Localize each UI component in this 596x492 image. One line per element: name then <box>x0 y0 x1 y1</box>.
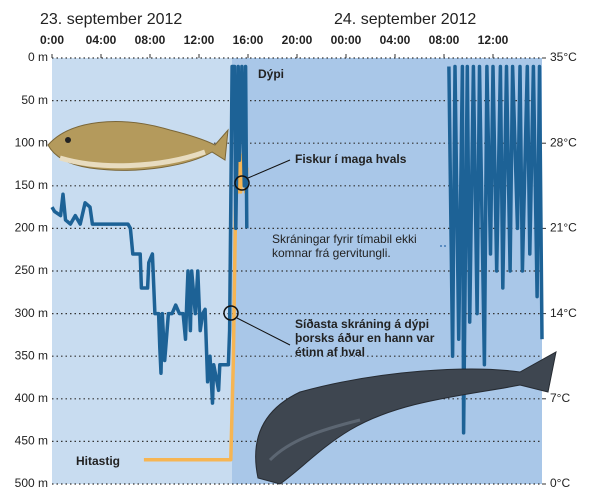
series-label: Hitastig <box>76 454 120 468</box>
x-tick-label: 20:00 <box>282 33 313 47</box>
y2-tick-label: 28°C <box>550 135 577 149</box>
y-tick-label: 50 m <box>21 93 48 107</box>
page: 0 m 50 m 100 m 150 m 200 m 250 m 300 m 350 m 400… <box>0 0 596 492</box>
x-tick-label: 08:00 <box>429 33 460 47</box>
y-tick-label: 450 m <box>15 434 48 448</box>
annotation: Skráningar fyrir tímabil ekki <box>272 232 417 246</box>
annotation: étinn af hval <box>295 345 365 359</box>
y-tick-label: 150 m <box>15 178 48 192</box>
x-tick-label: 12:00 <box>184 33 215 47</box>
chart: 0 m 50 m 100 m 150 m 200 m 250 m 300 m 350 m 400… <box>0 0 596 492</box>
series-label: Dýpi <box>258 67 284 81</box>
x-tick-label: 0:00 <box>40 33 64 47</box>
y2-tick-label: 0°C <box>550 476 570 490</box>
y-tick-label: 350 m <box>15 348 48 362</box>
date-label: 24. september 2012 <box>334 11 476 28</box>
annotation: komnar frá gervitungli. <box>272 246 391 260</box>
y2-tick-label: 35°C <box>550 50 577 64</box>
y2-tick-label: 14°C <box>550 306 577 320</box>
x-tick-label: 04:00 <box>380 33 411 47</box>
x-tick-label: 12:00 <box>478 33 509 47</box>
y-tick-label: 300 m <box>15 306 48 320</box>
date-label: 23. september 2012 <box>40 11 182 28</box>
y-tick-label: 0 m <box>28 50 48 64</box>
x-tick-label: 00:00 <box>331 33 362 47</box>
x-tick-label: 04:00 <box>86 33 117 47</box>
annotation: Síðasta skráning á dýpi <box>295 317 429 331</box>
y-tick-label: 400 m <box>15 391 48 405</box>
y2-tick-label: 7°C <box>550 391 570 405</box>
y-tick-label: 200 m <box>15 221 48 235</box>
x-tick-label: 08:00 <box>135 33 166 47</box>
x-tick-label: 16:00 <box>233 33 264 47</box>
annotation: þorsks áður en hann var <box>295 331 435 345</box>
y-tick-label: 100 m <box>15 135 48 149</box>
annotation: Fiskur í maga hvals <box>295 152 407 166</box>
y-tick-label: 250 m <box>15 263 48 277</box>
y2-tick-label: 21°C <box>550 221 577 235</box>
y-tick-label: 500 m <box>15 476 48 490</box>
